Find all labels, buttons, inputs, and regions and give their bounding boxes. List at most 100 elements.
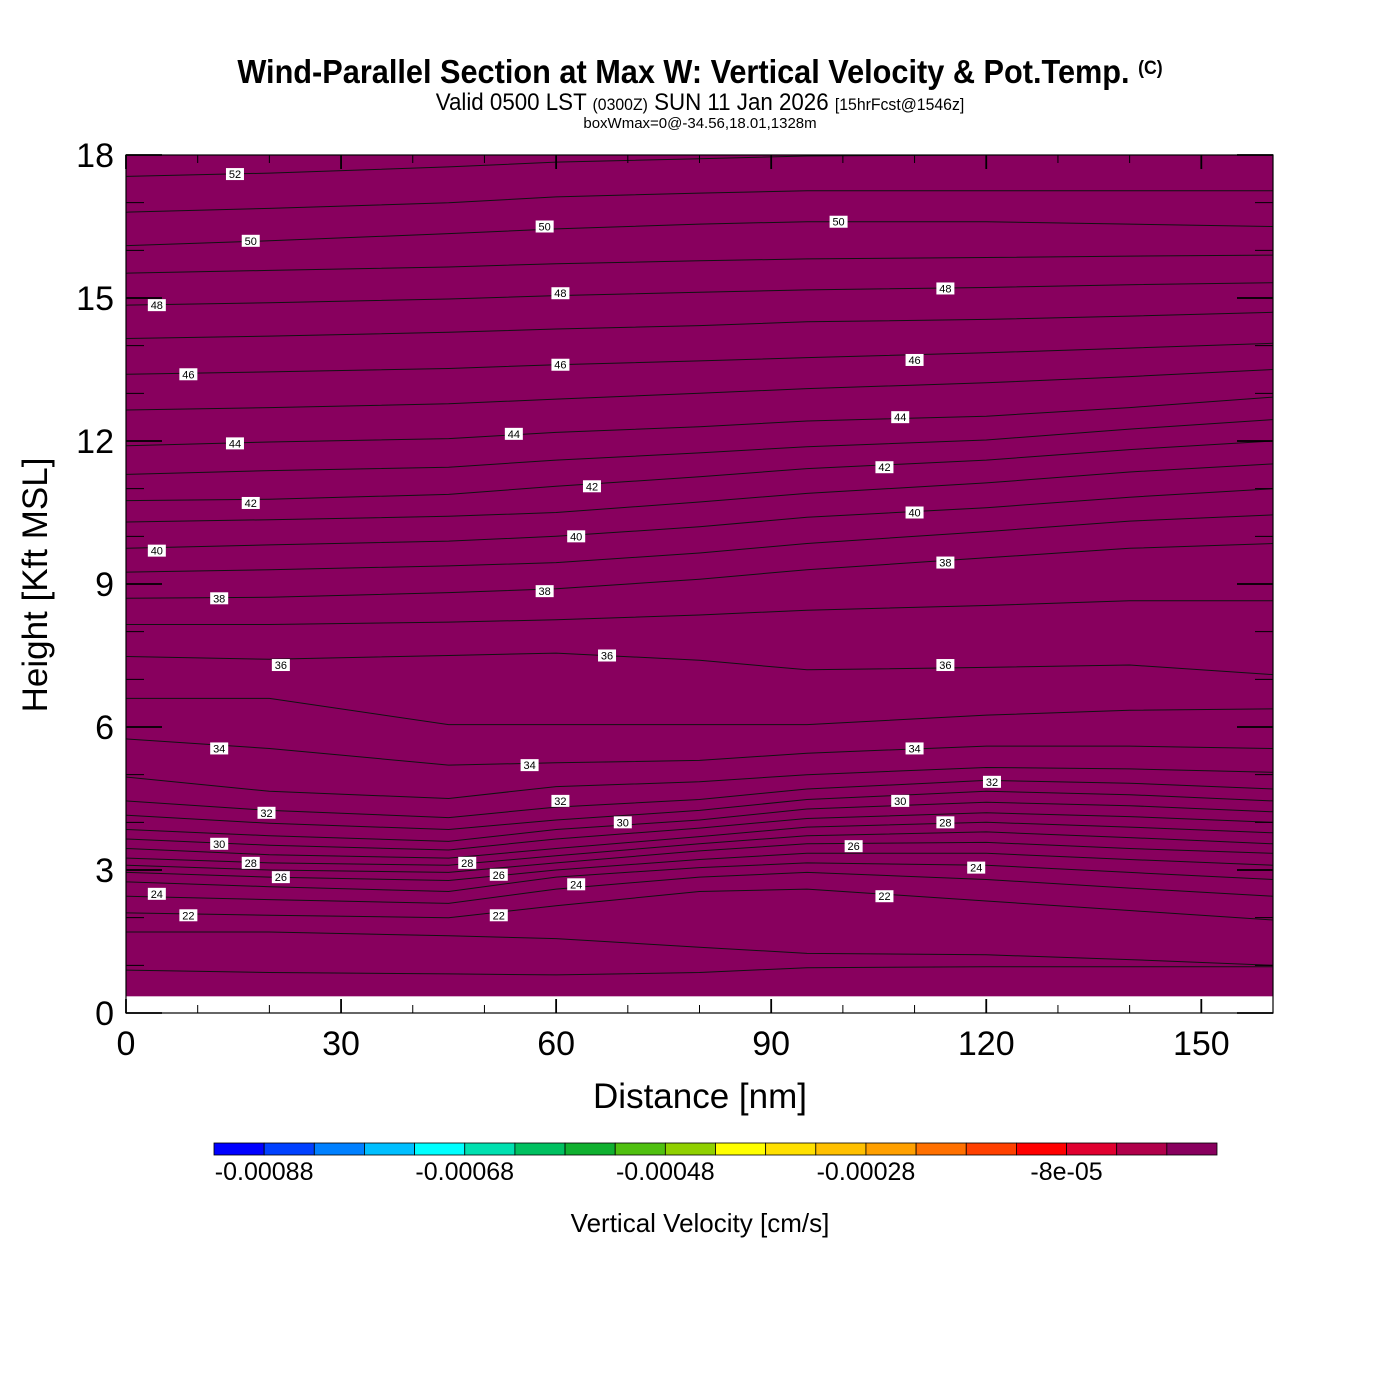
contour-theta-51: [125, 190, 1273, 213]
contour-label-box: [535, 220, 554, 233]
contour-theta-45: [125, 369, 1274, 411]
contour-label: 24: [970, 863, 982, 875]
contour-label: 22: [182, 910, 194, 922]
contour-theta-28: [125, 821, 1274, 859]
x-axis-title: Distance [nm]: [593, 1077, 807, 1116]
contour-label-box: [271, 871, 290, 884]
contour-label: 24: [151, 889, 163, 901]
contour-label-box: [551, 358, 570, 371]
colorbar-title: Vertical Velocity [cm/s]: [571, 1208, 830, 1238]
contour-label: 28: [245, 858, 257, 870]
contour-label: 50: [832, 217, 844, 229]
contour-label: 46: [908, 355, 920, 367]
y-axis-title: Height [Kft MSL]: [16, 458, 55, 713]
contour-label: 36: [601, 651, 613, 663]
colorbar-swatch: [313, 1142, 365, 1156]
contour-theta-46: [125, 342, 1274, 375]
colorbar-swatch: [1116, 1142, 1168, 1156]
contour-label: 30: [213, 839, 225, 851]
contour-label-box: [489, 909, 508, 922]
contour-theta-32: [125, 779, 1274, 819]
contour-theta-48: [125, 282, 1274, 306]
forecast-info: [15hrFcst@1546z]: [834, 95, 965, 114]
contour-theta-30: [125, 801, 1274, 842]
contour-label: 38: [539, 586, 551, 598]
chart-title: Wind-Parallel Section at Max W: Vertical…: [49, 50, 1351, 91]
contour-theta-43: [125, 419, 1274, 475]
chart-title-block: Wind-Parallel Section at Max W: Vertical…: [0, 50, 1400, 131]
y-tick-label: 18: [76, 137, 114, 175]
contour-label-box: [210, 837, 229, 850]
y-tick-label: 12: [76, 423, 114, 461]
colorbar-swatch: [414, 1142, 466, 1156]
contour-label: 50: [245, 236, 257, 248]
contour-theta-41: [125, 463, 1274, 523]
contour-label: 38: [939, 558, 951, 570]
contour-label: 36: [939, 660, 951, 672]
contour-theta-24: [125, 862, 1274, 893]
contour-label-box: [829, 215, 848, 228]
contour-theta-39: [125, 514, 1274, 573]
contour-theta-44: [125, 396, 1274, 447]
contour-label-box: [225, 168, 244, 181]
contour-theta-34: [125, 738, 1274, 766]
contour-label-box: [567, 530, 586, 543]
colorbar-swatch: [263, 1142, 315, 1156]
contour-label-box: [241, 234, 260, 247]
contour-label-box: [982, 775, 1001, 788]
contour-label-box: [489, 868, 508, 881]
contour-label: 50: [539, 222, 551, 234]
x-tick-label: 0: [117, 1025, 136, 1063]
colorbar-swatch: [1166, 1142, 1218, 1156]
valid-line: Valid 0500 LST (0300Z) SUN 11 Jan 2026 […: [49, 91, 1351, 117]
contour-theta-21.5: [126, 931, 1274, 966]
title-main: Wind-Parallel Section at Max W: Vertical…: [237, 53, 1130, 90]
contour-label: 28: [461, 858, 473, 870]
contour-label-box: [551, 287, 570, 300]
contour-label: 48: [554, 288, 566, 300]
colorbar-swatch: [915, 1142, 967, 1156]
colorbar-swatch: [965, 1142, 1017, 1156]
contour-label: 32: [554, 796, 566, 808]
contour-label-box: [179, 368, 198, 381]
contour-label: 38: [213, 593, 225, 605]
contour-label-box: [936, 816, 955, 829]
contour-label: 44: [894, 412, 906, 424]
y-tick-label: 9: [95, 566, 114, 604]
colorbar-swatch: [664, 1142, 716, 1156]
contour-theta-38: [125, 543, 1274, 599]
colorbar-tick-label: -0.00068: [415, 1158, 514, 1186]
contour-label-box: [147, 887, 166, 900]
contour-label: 28: [939, 817, 951, 829]
x-tick-label: 150: [1173, 1025, 1230, 1063]
colorbar-swatch: [815, 1142, 867, 1156]
contour-theta-33: [125, 766, 1274, 800]
contour-label-box: [567, 878, 586, 891]
contour-label-box: [613, 816, 632, 829]
contour-label: 32: [260, 808, 272, 820]
contour-label-box: [598, 649, 617, 662]
contour-label: 24: [570, 879, 582, 891]
colorbar-tick-label: -0.00028: [817, 1158, 916, 1186]
colorbar-swatch: [464, 1142, 516, 1156]
y-tick-label: 6: [95, 709, 114, 747]
contour-label-box: [936, 282, 955, 295]
contour-theta-22: [125, 888, 1274, 921]
contour-label-box: [458, 856, 477, 869]
contour-label-box: [891, 794, 910, 807]
contour-theta-35: [126, 697, 1274, 726]
contour-label-box: [241, 856, 260, 869]
contour-theta-42: [125, 440, 1274, 502]
valid-utc: (0300Z): [592, 95, 648, 114]
x-tick-label: 60: [537, 1025, 575, 1063]
contour-label: 42: [245, 498, 257, 510]
contour-label-box: [905, 353, 924, 366]
contour-label: 26: [493, 870, 505, 882]
colorbar: -0.00088 -0.00068 -0.00048 -0.00028 -8e-05: [213, 1142, 1218, 1186]
colorbar-tick-label: -0.00048: [616, 1158, 715, 1186]
contour-label: 34: [213, 743, 225, 755]
x-tick-label: 120: [958, 1025, 1015, 1063]
colorbar-swatch: [614, 1142, 666, 1156]
contour-label-box: [520, 759, 539, 772]
